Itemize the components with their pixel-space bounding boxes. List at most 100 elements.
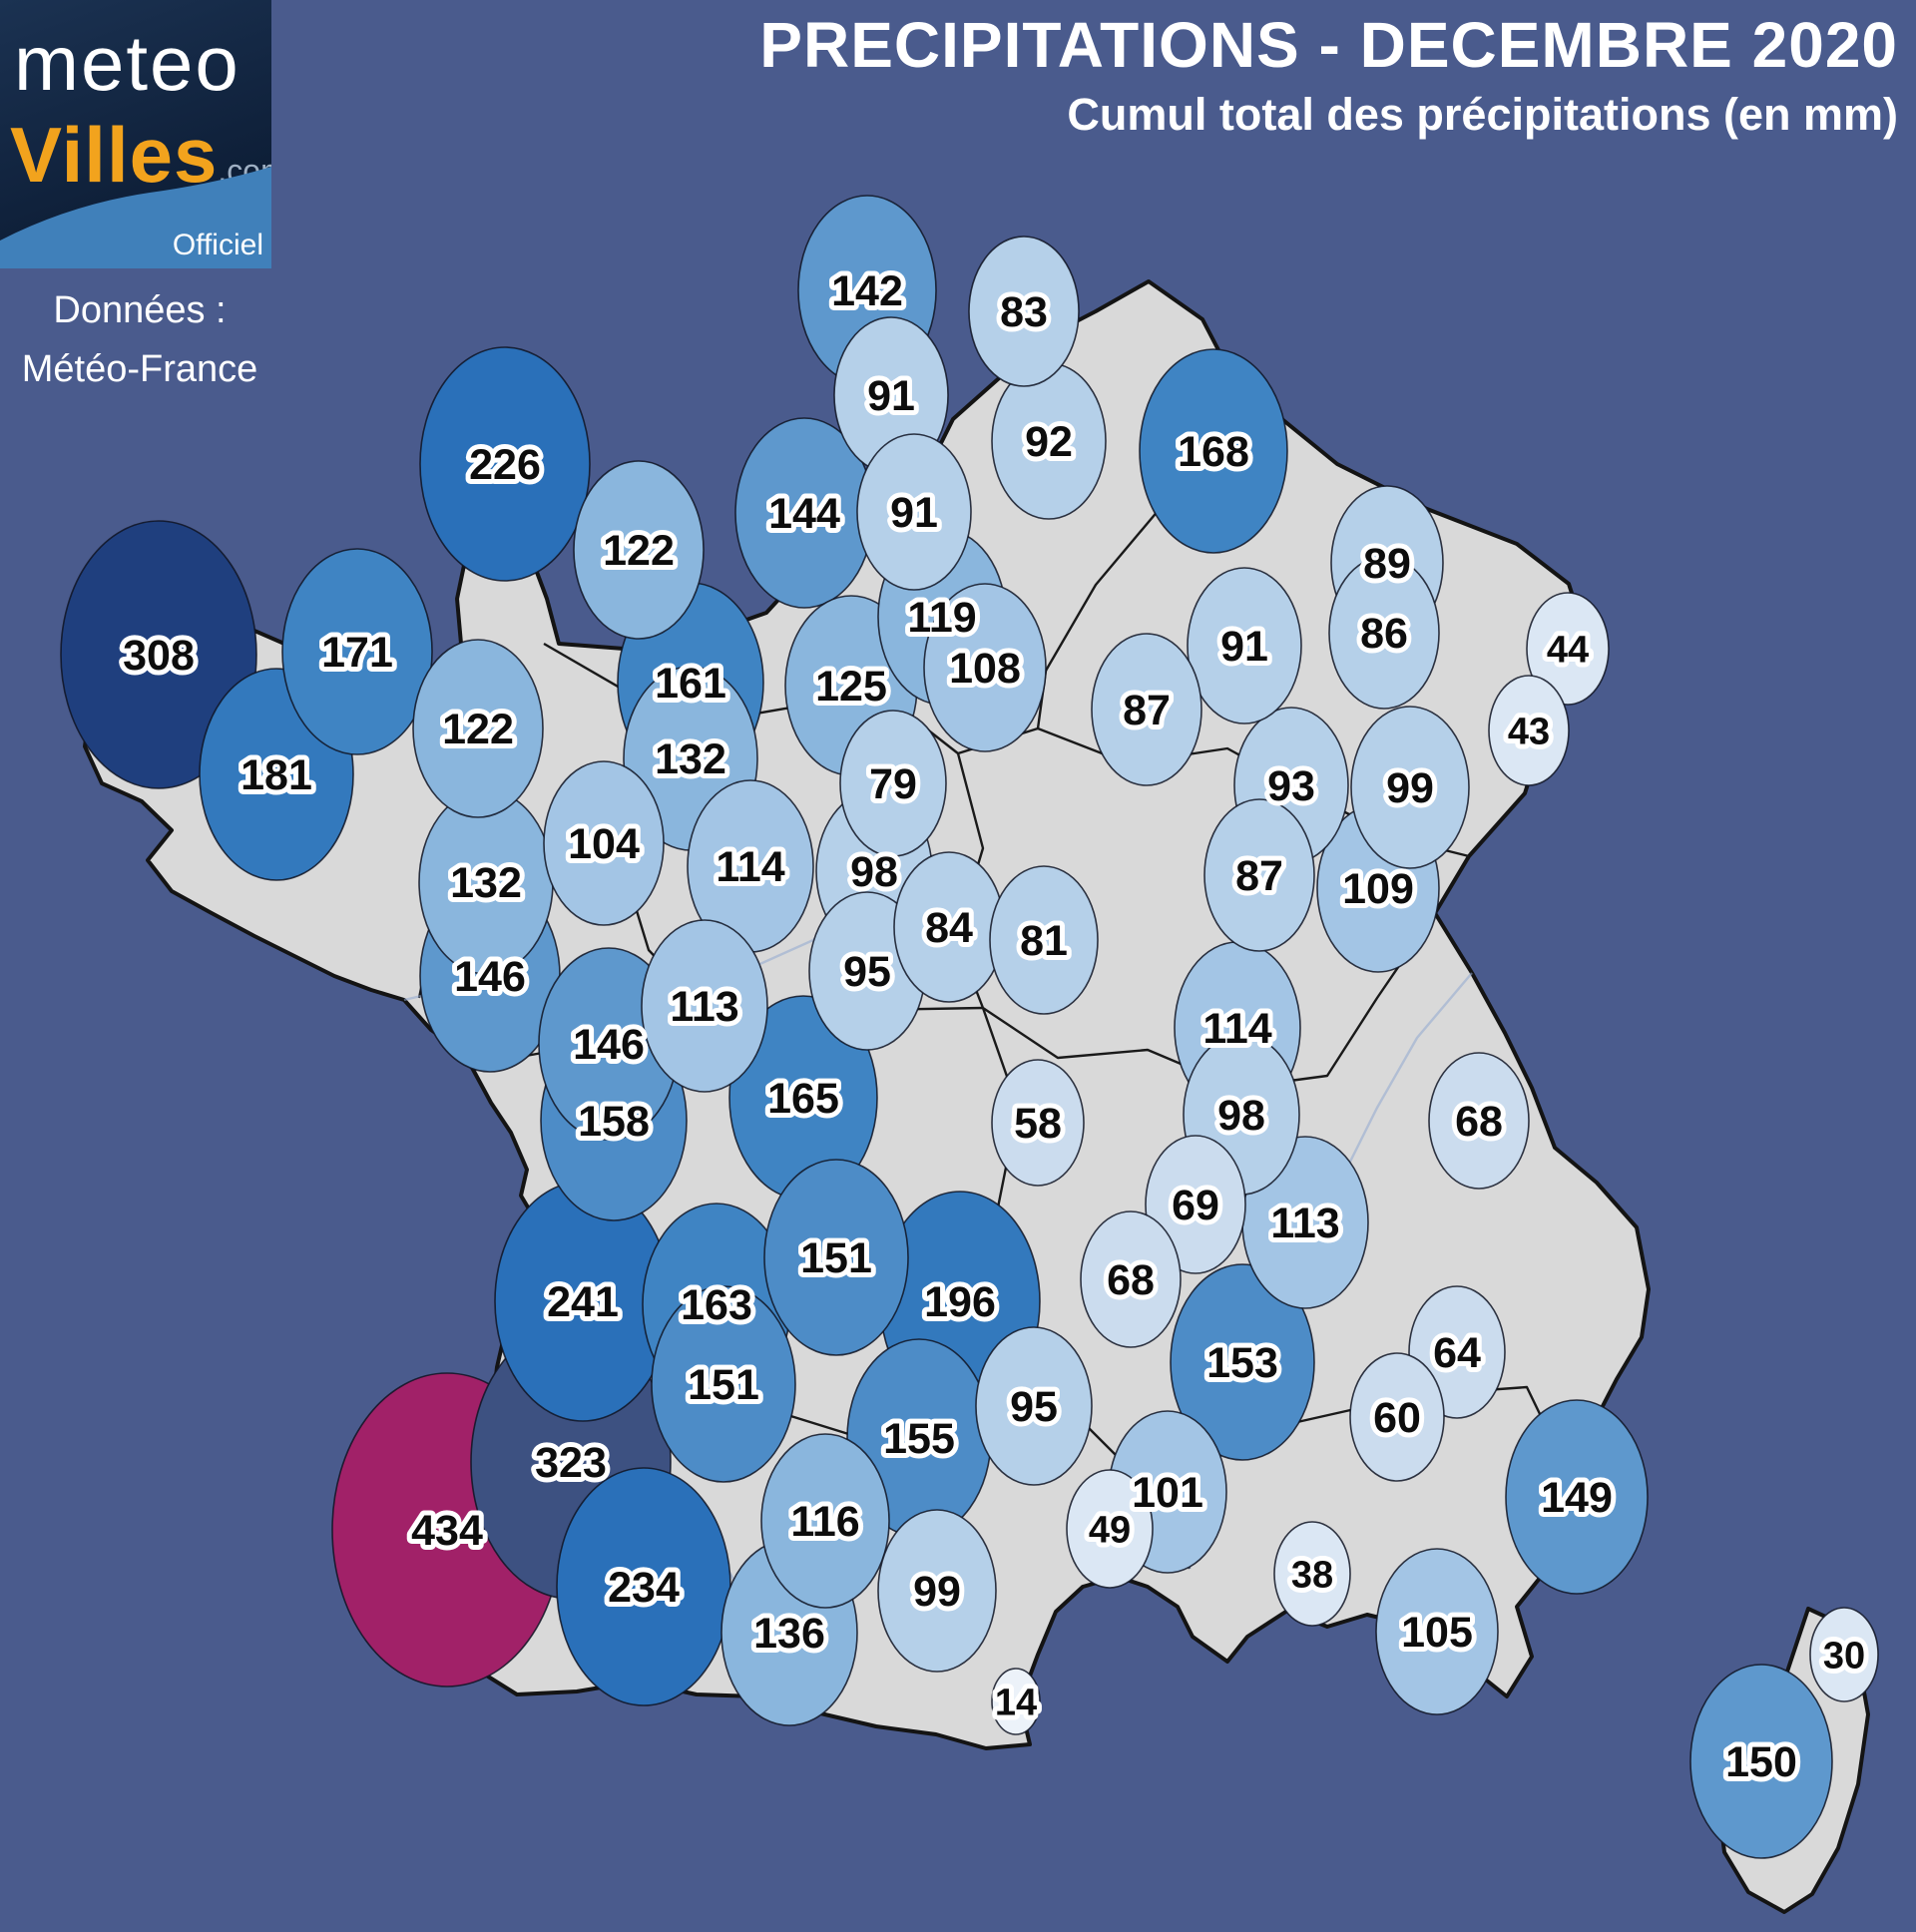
precip-bubble	[1350, 706, 1470, 869]
precip-value: 91	[890, 489, 938, 537]
precip-value: 87	[1123, 687, 1171, 734]
precip-value: 163	[681, 1281, 752, 1329]
precip-value: 43	[1508, 711, 1550, 752]
precip-value: 109	[1342, 865, 1414, 913]
precip-bubble	[877, 1509, 997, 1673]
precip-value: 136	[753, 1610, 825, 1658]
precip-value: 105	[1401, 1609, 1473, 1657]
precip-bubble	[1203, 798, 1315, 952]
precip-value: 114	[716, 843, 784, 891]
precip-value: 122	[603, 527, 675, 575]
precip-value: 196	[924, 1278, 996, 1326]
precip-bubble	[975, 1326, 1093, 1486]
precip-bubble	[991, 1059, 1085, 1187]
page-subtitle: Cumul total des précipitations (en mm)	[1067, 89, 1898, 141]
precip-value: 38	[1291, 1554, 1333, 1596]
precip-value: 113	[1270, 1200, 1339, 1247]
precip-value: 168	[1178, 428, 1249, 476]
precip-value: 84	[925, 904, 973, 952]
precip-bubble	[419, 346, 591, 582]
precip-bubble	[856, 433, 972, 591]
precip-value: 99	[913, 1568, 961, 1616]
page-title: PRECIPITATIONS - DECEMBRE 2020	[759, 9, 1898, 81]
precip-value: 104	[568, 820, 640, 868]
precip-value: 81	[1020, 917, 1068, 965]
precip-bubble	[1066, 1469, 1154, 1589]
precip-value: 83	[1000, 288, 1048, 336]
precip-value: 113	[670, 983, 738, 1031]
precip-value: 119	[907, 594, 976, 642]
precip-bubble	[839, 710, 947, 857]
header: PRECIPITATIONS - DECEMBRE 2020 Cumul tot…	[759, 9, 1898, 141]
logo-officiel-badge: Officiel	[172, 229, 263, 261]
precip-value: 161	[655, 660, 726, 708]
precip-bubble	[991, 1668, 1041, 1735]
precip-value: 144	[768, 490, 840, 538]
precip-value: 142	[831, 267, 903, 315]
precip-value: 60	[1373, 1394, 1421, 1442]
precip-bubble	[760, 1433, 890, 1609]
precip-value: 93	[1267, 762, 1315, 810]
precip-value: 98	[850, 848, 898, 896]
precip-bubble	[641, 919, 768, 1093]
precip-value: 89	[1363, 540, 1411, 588]
precip-value: 30	[1823, 1635, 1865, 1677]
precip-value: 151	[800, 1234, 872, 1282]
precip-value: 99	[1386, 764, 1434, 812]
precip-bubble	[1349, 1352, 1445, 1482]
logo-swoosh	[0, 167, 271, 268]
precip-value: 323	[535, 1439, 607, 1487]
precip-value: 234	[608, 1564, 680, 1612]
precip-value: 91	[1220, 623, 1268, 671]
precip-bubble	[1505, 1399, 1649, 1595]
precip-value: 171	[321, 629, 393, 677]
logo-meteo-text: meteo	[14, 19, 240, 107]
precip-value: 116	[790, 1498, 859, 1546]
precip-value: 241	[547, 1278, 619, 1326]
source-line2: Météo-France	[21, 347, 258, 390]
precip-bubble	[923, 583, 1047, 752]
precip-bubble	[989, 865, 1099, 1015]
precip-value: 49	[1089, 1509, 1131, 1551]
precip-bubble	[60, 520, 257, 789]
precip-bubble	[1689, 1664, 1833, 1859]
precip-bubble	[1375, 1548, 1499, 1715]
precip-value: 64	[1433, 1329, 1481, 1377]
precip-value: 165	[767, 1075, 839, 1123]
precip-value: 79	[869, 760, 917, 808]
precip-value: 146	[573, 1021, 645, 1069]
precip-bubble	[651, 1285, 796, 1483]
precip-value: 122	[442, 706, 514, 753]
precip-bubble	[968, 236, 1080, 387]
precip-value: 68	[1455, 1098, 1503, 1146]
precip-value: 132	[450, 859, 522, 907]
precip-value: 153	[1206, 1339, 1278, 1387]
precip-value: 146	[454, 953, 526, 1001]
precip-value: 308	[123, 632, 195, 680]
precip-value: 155	[883, 1415, 955, 1463]
precip-value: 125	[815, 663, 887, 711]
precip-value: 149	[1541, 1474, 1613, 1522]
source-line1: Données :	[53, 289, 227, 331]
precip-value: 91	[867, 372, 915, 420]
precip-bubble	[1080, 1210, 1182, 1348]
precip-bubble	[1526, 592, 1610, 706]
meteovilles-logo[interactable]: meteo Villes.com Officiel	[0, 0, 271, 268]
precip-value: 114	[1202, 1005, 1271, 1053]
data-source: Données : Météo-France	[0, 281, 279, 399]
precip-bubble	[1488, 675, 1570, 786]
precip-bubble	[1139, 348, 1288, 554]
precip-value: 95	[1010, 1383, 1058, 1431]
precip-value: 58	[1014, 1100, 1062, 1148]
precip-value: 87	[1235, 852, 1283, 900]
precip-value: 14	[995, 1682, 1037, 1723]
precip-value: 44	[1547, 629, 1589, 671]
precip-bubble	[1091, 633, 1202, 786]
precip-bubble	[1428, 1052, 1530, 1190]
precip-value: 151	[688, 1361, 759, 1409]
precip-value: 181	[240, 751, 312, 799]
precip-value: 101	[1132, 1469, 1203, 1517]
precip-bubble	[543, 760, 665, 926]
